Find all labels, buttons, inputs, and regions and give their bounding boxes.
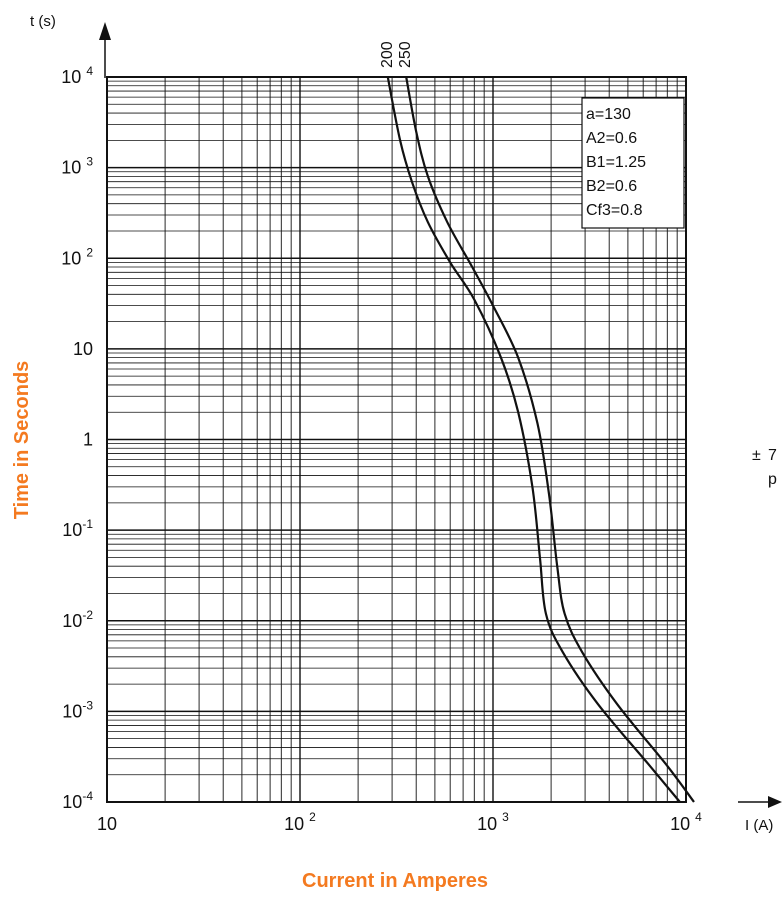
param-b1: B1=1.25 (586, 154, 646, 171)
x-axis-title: Current in Amperes (302, 870, 488, 892)
param-a2: A2=0.6 (586, 130, 637, 147)
x-tick-label: 10 3 (477, 810, 509, 834)
tolerance-symbol: ± (752, 447, 761, 464)
series-line-250 (405, 76, 695, 803)
y-tick-label: 10 4 (61, 64, 93, 87)
y-tick-label: 10-1 (62, 517, 93, 540)
series-labels: 200 250 (379, 41, 414, 68)
parameter-box: a=130 A2=0.6 B1=1.25 B2=0.6 Cf3=0.8 (581, 97, 685, 229)
y-tick-label: 10 (73, 339, 93, 359)
grid (106, 77, 686, 803)
y-tick-label: 10 3 (61, 155, 93, 178)
plot-frame (106, 76, 687, 803)
series-line-200 (386, 76, 681, 803)
y-tick-labels: 10 4 10 3 10 2 10 1 10-1 10-2 10-3 10-4 (61, 64, 93, 812)
series-curves (386, 76, 695, 803)
x-axis-arrow (738, 796, 782, 808)
series-label-250: 250 (397, 41, 414, 68)
y-axis-unit-label: t (s) (30, 13, 56, 30)
y-axis-title: Time in Seconds (11, 361, 33, 520)
y-tick-label: 10-3 (62, 698, 93, 721)
x-tick-labels: 10 10 2 10 3 10 4 (97, 810, 702, 834)
y-tick-label: 10-2 (62, 608, 93, 631)
y-tick-label: 10 2 (61, 245, 93, 268)
series-label-200: 200 (379, 41, 396, 68)
tolerance-note: p (768, 471, 777, 488)
param-cf3: Cf3=0.8 (586, 202, 643, 219)
x-tick-label: 10 4 (670, 810, 702, 834)
y-tick-label: 1 (83, 430, 93, 450)
x-tick-label: 10 (97, 814, 117, 834)
x-axis-unit-label: I (A) (745, 817, 773, 834)
y-tick-label: 10-4 (62, 789, 93, 812)
y-axis-arrow (99, 22, 111, 78)
x-tick-label: 10 2 (284, 810, 316, 834)
tolerance-value: 7 (768, 447, 777, 464)
param-b2: B2=0.6 (586, 178, 637, 195)
param-a: a=130 (586, 106, 631, 123)
